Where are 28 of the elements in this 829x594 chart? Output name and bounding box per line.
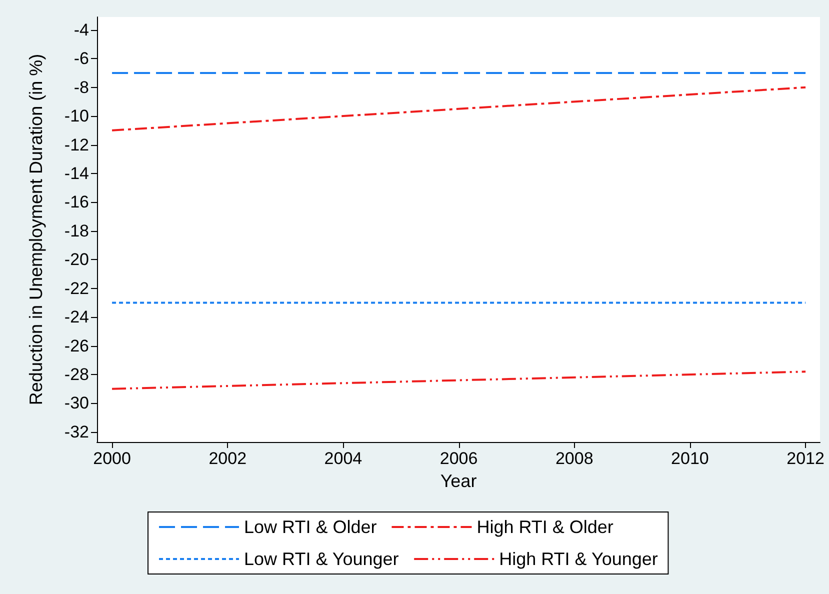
- y-tick-label: -12: [64, 135, 89, 154]
- y-tick-label: -26: [64, 336, 89, 356]
- legend-label: Low RTI & Younger: [244, 549, 399, 569]
- legend-label: Low RTI & Older: [244, 517, 377, 537]
- x-tick-label: 2002: [208, 449, 247, 468]
- x-tick-label: 2008: [555, 449, 594, 468]
- y-tick-label: -4: [74, 20, 89, 40]
- x-tick-label: 2000: [93, 449, 131, 468]
- y-tick-label: -14: [64, 164, 89, 184]
- x-tick-label: 2004: [324, 449, 362, 468]
- y-tick-label: -10: [64, 106, 89, 126]
- y-tick-label: -24: [64, 308, 89, 327]
- y-tick-label: -22: [64, 278, 89, 298]
- x-tick-label: 2012: [786, 449, 824, 468]
- y-tick-label: -18: [64, 221, 89, 240]
- x-axis-title: Year: [440, 470, 477, 491]
- y-tick-label: -6: [74, 49, 89, 68]
- legend-label: High RTI & Older: [476, 517, 614, 537]
- y-axis-title: Reduction in Unemployment Duration (in %): [26, 54, 46, 406]
- legend-label: High RTI & Younger: [499, 549, 658, 569]
- y-tick-label: -28: [64, 365, 89, 384]
- y-tick-label: -20: [64, 250, 89, 270]
- y-tick-label: -30: [64, 394, 89, 413]
- x-tick-label: 2006: [440, 449, 478, 468]
- y-tick-label: -32: [64, 422, 89, 442]
- y-tick-label: -16: [64, 192, 89, 212]
- x-tick-label: 2010: [671, 449, 709, 468]
- y-tick-label: -8: [74, 78, 89, 97]
